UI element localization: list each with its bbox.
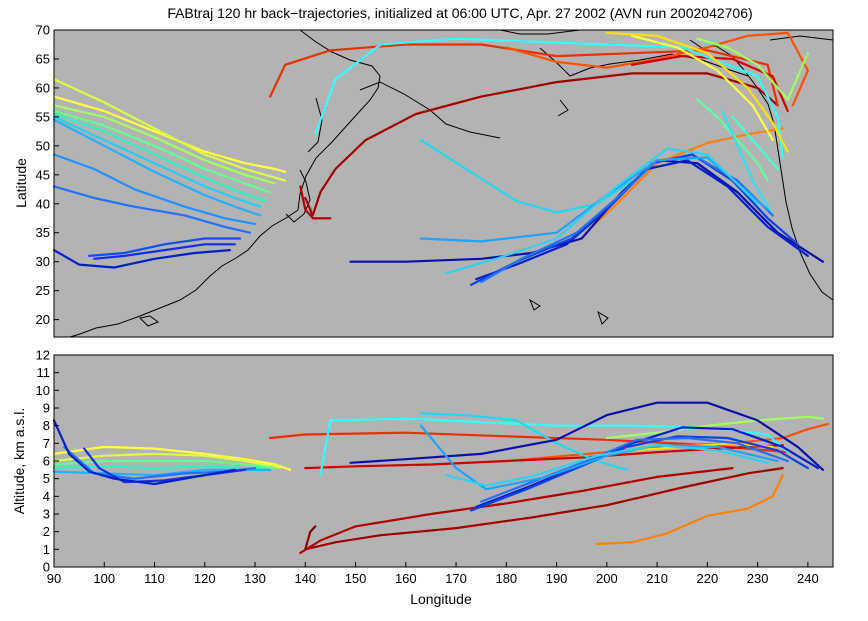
latitude-trajectory-6 xyxy=(52,118,262,217)
altitude-trajectory-2 xyxy=(52,459,277,470)
altitude-trajectory-13 xyxy=(304,525,317,551)
altitude-trajectory-15 xyxy=(319,417,789,477)
altitude-trajectory-17 xyxy=(605,415,824,440)
latitude-trajectory-1 xyxy=(52,78,287,182)
altitude-trajectory-0 xyxy=(52,445,292,471)
altitude-axis-label: Altitude, km a.s.l. xyxy=(11,408,27,515)
x-tick-label: 190 xyxy=(546,571,568,586)
y-tick-label: 65 xyxy=(36,51,50,66)
y-tick-label: 35 xyxy=(36,225,50,240)
x-tick-label: 170 xyxy=(445,571,467,586)
latitude-trajectory-12 xyxy=(304,72,779,217)
altitude-trajectory-7 xyxy=(52,419,236,486)
x-tick-label: 240 xyxy=(797,571,819,586)
y-tick-label: 10 xyxy=(36,383,50,398)
y-tick-label: 1 xyxy=(43,542,50,557)
altitude-trajectory-1 xyxy=(52,452,282,470)
x-tick-label: 210 xyxy=(646,571,668,586)
latitude-trajectory-11 xyxy=(52,249,231,269)
longitude-ticks: 90 100 110 120 130 140 150 160 170 180 190 200 210 22… xyxy=(47,562,819,586)
latitude-trajectory-4 xyxy=(52,112,267,202)
longitude-axis-label: Longitude xyxy=(410,591,472,607)
x-tick-label: 220 xyxy=(697,571,719,586)
y-tick-label: 2 xyxy=(43,524,50,539)
x-tick-label: 130 xyxy=(244,571,266,586)
latitude-trajectory-18 xyxy=(314,37,784,159)
y-tick-label: 30 xyxy=(36,254,50,269)
y-tick-label: 12 xyxy=(36,348,50,363)
y-tick-label: 70 xyxy=(36,23,50,38)
x-tick-label: 180 xyxy=(495,571,517,586)
latitude-ticks: 20 25 30 35 40 45 50 55 60 65 70 xyxy=(36,23,59,327)
y-tick-label: 9 xyxy=(43,401,50,416)
latitude-trajectory-8 xyxy=(52,185,252,234)
y-tick-label: 25 xyxy=(36,283,50,298)
altitude-trajectory-16 xyxy=(419,412,628,471)
latitude-trajectory-13 xyxy=(299,185,332,220)
x-tick-label: 200 xyxy=(596,571,618,586)
latitude-trajectory-0 xyxy=(52,95,287,173)
altitude-trajectory-11 xyxy=(304,467,784,551)
y-tick-label: 55 xyxy=(36,109,50,124)
x-tick-label: 110 xyxy=(144,571,165,586)
latitude-trajectory-10 xyxy=(93,243,236,260)
x-tick-label: 100 xyxy=(93,571,115,586)
x-tick-label: 230 xyxy=(747,571,769,586)
y-tick-label: 5 xyxy=(43,471,50,486)
latitude-trajectory-3 xyxy=(52,110,272,194)
latitude-trajectory-24 xyxy=(696,98,769,182)
y-tick-label: 4 xyxy=(43,489,50,504)
altitude-trajectory-21 xyxy=(470,435,809,512)
x-tick-label: 120 xyxy=(194,571,216,586)
latitude-trajectory-7 xyxy=(52,153,257,226)
y-tick-label: 20 xyxy=(36,312,50,327)
altitude-trajectory-20 xyxy=(475,426,819,508)
altitude-trajectory-19 xyxy=(349,401,824,471)
y-tick-label: 50 xyxy=(36,138,50,153)
y-tick-label: 60 xyxy=(36,80,50,95)
latitude-trajectory-31 xyxy=(444,147,759,275)
latitude-trajectory-21 xyxy=(605,31,789,153)
y-tick-label: 6 xyxy=(43,454,50,469)
map-plot-area xyxy=(54,30,833,337)
y-tick-label: 3 xyxy=(43,507,50,522)
x-tick-label: 90 xyxy=(47,571,61,586)
altitude-trajectory-24 xyxy=(444,444,769,487)
map-frame xyxy=(53,29,834,338)
altitude-trajectory-12 xyxy=(299,467,734,554)
latitude-trajectory-17 xyxy=(590,127,784,228)
y-tick-label: 8 xyxy=(43,418,50,433)
latitude-trajectory-23 xyxy=(696,37,809,101)
latitude-axis-label: Latitude xyxy=(13,158,29,208)
altitude-trajectory-14 xyxy=(595,474,784,546)
latitude-trajectory-2 xyxy=(52,104,277,185)
y-tick-label: 11 xyxy=(37,365,51,380)
latitude-trajectory-15 xyxy=(505,31,809,107)
latitude-trajectory-22 xyxy=(630,34,774,142)
y-tick-label: 0 xyxy=(43,560,50,575)
x-tick-label: 150 xyxy=(345,571,367,586)
map-panel: 20 25 30 35 40 45 50 55 60 65 70 Latitude xyxy=(13,23,834,338)
latitude-trajectory-5 xyxy=(52,115,262,208)
y-tick-label: 45 xyxy=(36,167,50,182)
x-tick-label: 160 xyxy=(395,571,417,586)
x-tick-label: 140 xyxy=(294,571,316,586)
latitude-trajectory-20 xyxy=(731,115,779,171)
altitude-trajectories xyxy=(52,401,830,554)
y-tick-label: 40 xyxy=(36,196,50,211)
latitude-trajectory-25 xyxy=(721,110,774,217)
coastlines xyxy=(69,29,834,338)
chart-title: FABtraj 120 hr back−trajectories, initia… xyxy=(167,5,752,21)
y-tick-label: 7 xyxy=(43,436,50,451)
latitude-trajectories xyxy=(52,31,824,286)
altitude-trajectory-23 xyxy=(419,424,779,491)
altitude-trajectory-22 xyxy=(480,436,789,503)
latitude-trajectory-9 xyxy=(88,237,242,257)
